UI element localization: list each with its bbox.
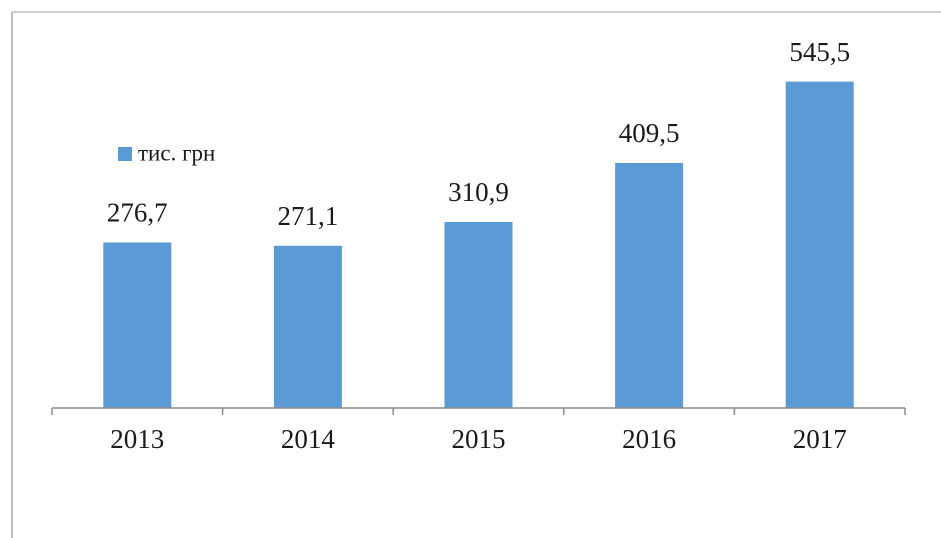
data-label: 276,7 xyxy=(107,198,168,228)
legend-label: тис. грн xyxy=(138,140,215,165)
data-label: 409,5 xyxy=(619,118,680,148)
bar xyxy=(273,245,342,408)
x-tick-label: 2017 xyxy=(793,424,847,454)
x-tick-label: 2015 xyxy=(452,424,506,454)
x-tick-label: 2013 xyxy=(110,424,164,454)
data-label: 271,1 xyxy=(278,201,339,231)
data-label: 310,9 xyxy=(448,177,509,207)
x-tick-label: 2014 xyxy=(281,424,336,454)
bar xyxy=(444,221,513,408)
bar xyxy=(103,242,172,408)
bar xyxy=(785,81,854,409)
x-tick-label: 2016 xyxy=(622,424,676,454)
data-label: 545,5 xyxy=(789,37,850,67)
legend-swatch xyxy=(118,147,132,161)
bar xyxy=(615,162,684,408)
